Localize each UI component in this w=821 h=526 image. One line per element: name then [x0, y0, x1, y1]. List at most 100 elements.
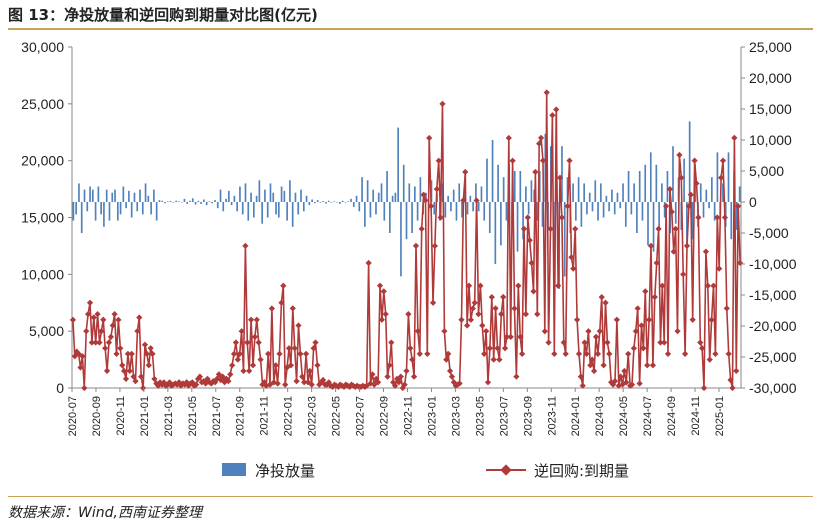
bar	[605, 195, 608, 202]
line-point	[128, 350, 135, 358]
bottom-rule	[8, 496, 813, 497]
line-point	[437, 214, 444, 221]
x-tick-label: 2020-07	[67, 396, 79, 436]
line-point	[465, 282, 473, 289]
line-point	[572, 225, 579, 232]
bar	[452, 189, 455, 202]
line-point	[634, 305, 641, 312]
line-point	[706, 356, 713, 363]
line-point	[583, 350, 590, 358]
line-point	[100, 316, 107, 323]
bar	[105, 189, 108, 202]
line-point	[426, 134, 433, 142]
right-tick-label: -20,000	[749, 318, 797, 334]
bar	[627, 171, 630, 202]
bar	[350, 198, 352, 202]
bar	[583, 183, 585, 202]
bar	[691, 202, 694, 240]
bar	[252, 202, 255, 218]
line-point	[141, 341, 149, 348]
bar	[561, 146, 563, 202]
bar	[400, 202, 402, 277]
line-point	[119, 362, 126, 369]
bar	[158, 200, 161, 202]
bar	[255, 195, 258, 202]
line-point	[374, 379, 382, 386]
bar	[136, 202, 139, 212]
line-point	[613, 316, 620, 323]
line-point	[249, 362, 257, 369]
bar	[364, 202, 366, 227]
bar	[230, 202, 233, 206]
bar	[139, 189, 141, 202]
line-point	[293, 378, 300, 385]
bar	[114, 189, 116, 202]
bar	[200, 202, 202, 204]
bar	[191, 198, 194, 202]
bar	[416, 202, 419, 221]
bar	[530, 180, 533, 202]
bar	[180, 202, 183, 203]
line-point	[518, 350, 526, 358]
line-point	[297, 350, 304, 357]
bar	[705, 189, 708, 202]
line-point	[649, 362, 657, 369]
line-point	[124, 350, 132, 358]
line-point	[234, 356, 241, 363]
line-point	[731, 134, 738, 142]
line-point	[475, 311, 482, 318]
line-point	[689, 316, 696, 323]
bar	[75, 202, 77, 215]
line-point	[282, 381, 289, 388]
bar	[289, 180, 291, 202]
line-point	[606, 350, 613, 358]
bar	[358, 202, 361, 212]
x-tick-label: 2024-03	[594, 396, 606, 436]
left-tick-label: 15,000	[21, 210, 64, 226]
line-point	[697, 339, 704, 346]
x-tick-label: 2022-03	[307, 396, 319, 436]
bar	[602, 202, 605, 218]
bar	[197, 200, 200, 202]
bar	[239, 186, 241, 202]
x-tick-label: 2024-11	[690, 396, 702, 436]
bar	[622, 183, 624, 202]
line-point	[460, 197, 467, 204]
bar	[513, 171, 516, 202]
line-point	[193, 381, 200, 388]
line-point	[473, 197, 480, 204]
line-point	[471, 299, 478, 306]
line-point	[291, 345, 298, 352]
bar	[164, 202, 166, 204]
line-point	[405, 310, 412, 318]
bar	[461, 202, 463, 218]
line-point	[105, 339, 113, 346]
bar	[272, 192, 275, 202]
line-point	[500, 293, 507, 301]
bar	[525, 186, 527, 202]
line-point	[111, 311, 118, 318]
bar	[83, 189, 86, 202]
line-point	[598, 293, 605, 301]
bar	[341, 200, 344, 202]
bar	[344, 202, 347, 203]
bar	[111, 192, 114, 202]
bar	[122, 186, 125, 202]
bar	[80, 202, 83, 233]
bar	[302, 202, 305, 212]
x-tick-label: 2025-01	[714, 396, 726, 436]
bar	[444, 202, 447, 218]
line-point	[441, 328, 448, 335]
bar	[483, 202, 486, 221]
bar	[369, 202, 372, 218]
bar	[339, 202, 341, 204]
line-point	[602, 299, 609, 306]
left-tick-label: 30,000	[21, 39, 64, 55]
line-point	[537, 134, 545, 142]
bar	[366, 180, 369, 202]
line-point	[77, 364, 84, 371]
line-point	[575, 350, 583, 357]
line-point	[299, 373, 306, 380]
line-point	[581, 339, 588, 346]
bar	[103, 202, 105, 227]
